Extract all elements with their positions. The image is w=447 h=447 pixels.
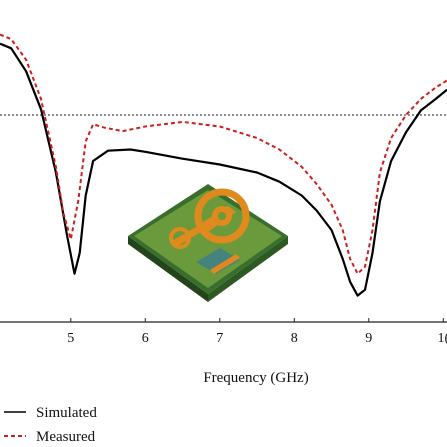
x-tick-label: 6 (142, 331, 149, 346)
x-tick-label: 1( (437, 331, 447, 346)
legend-measured-label: Measured (36, 429, 96, 445)
x-tick-label: 5 (67, 331, 74, 346)
legend: Simulated Measured (4, 405, 97, 445)
x-tick-label: 9 (365, 331, 372, 346)
x-axis-title: Frequency (GHz) (203, 370, 308, 386)
legend-simulated-label: Simulated (36, 405, 97, 421)
plot-area (0, 33, 447, 323)
antenna-prototype-illustration (128, 184, 288, 302)
x-tick-label: 8 (291, 331, 298, 346)
simulated-series-line (0, 42, 447, 297)
x-axis-tick-labels: 5 6 7 8 9 1( (67, 318, 447, 346)
x-tick-label: 7 (216, 331, 223, 346)
